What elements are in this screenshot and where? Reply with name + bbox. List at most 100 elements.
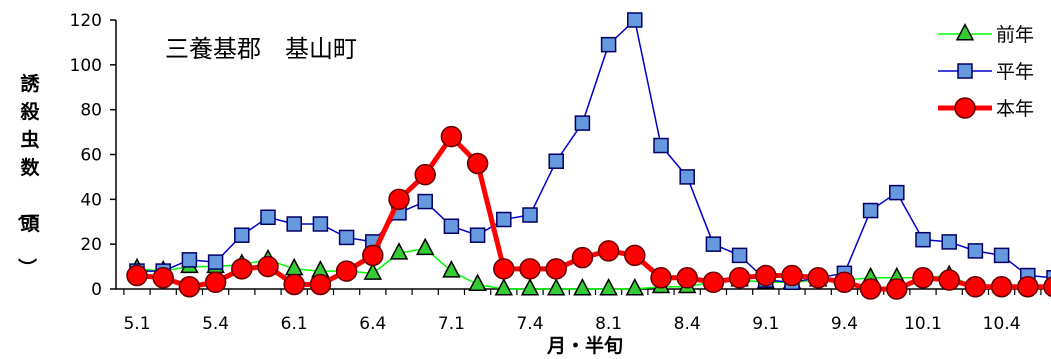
data-point [126, 264, 148, 287]
data-point [833, 271, 856, 294]
data-point [338, 229, 355, 246]
y-tick-label: 120 [70, 11, 102, 31]
data-point [755, 264, 777, 287]
legend-swatch-marker [957, 63, 973, 79]
data-point [862, 202, 879, 219]
legend-swatch-marker [954, 97, 976, 119]
x-tick-label: 6.4 [359, 314, 386, 334]
y-axis-title-char: ） [15, 258, 38, 277]
data-point [1017, 276, 1039, 298]
data-point [941, 234, 957, 250]
data-point [283, 273, 305, 296]
chart-title: 三養基郡 基山町 [165, 35, 357, 63]
data-point [312, 216, 329, 232]
data-point [152, 267, 174, 289]
data-point [599, 277, 618, 296]
data-point [650, 267, 672, 289]
y-tick-label: 80 [80, 101, 102, 121]
data-point [440, 125, 463, 148]
data-point [912, 267, 934, 289]
x-tick-label: 8.1 [595, 314, 622, 334]
y-axis-title-char: 虫 [20, 128, 39, 151]
data-point [414, 163, 436, 186]
axis-ticks: 0 20 40 60 80 100 120 5.1 5.4 6.1 6.4 7.1 7.4 8.1 8.4 9… [70, 11, 1042, 334]
data-point [231, 258, 253, 280]
y-tick-label: 0 [91, 280, 102, 300]
data-point [964, 276, 987, 298]
x-tick-label: 8.4 [674, 314, 701, 334]
data-point [260, 209, 276, 226]
data-point [494, 277, 514, 296]
data-point [653, 137, 669, 154]
series-layer [126, 12, 1051, 300]
data-point [990, 276, 1013, 298]
legend-item: 前年 [938, 22, 1034, 46]
data-point [257, 255, 279, 278]
data-point [728, 267, 751, 289]
data-point [522, 207, 538, 223]
data-point [493, 258, 515, 280]
series-3 [126, 125, 1051, 300]
legend-label: 本年 [996, 98, 1034, 120]
data-point [600, 36, 617, 53]
data-point [181, 252, 198, 268]
data-point [545, 258, 567, 280]
data-point [807, 267, 829, 289]
data-point [496, 211, 512, 228]
data-point [546, 277, 566, 296]
data-point [624, 244, 646, 267]
x-tick-label: 10.1 [904, 314, 942, 334]
data-point [597, 240, 620, 262]
data-point [389, 242, 409, 260]
x-tick-label: 6.1 [281, 314, 308, 334]
y-tick-label: 40 [80, 190, 102, 210]
legend-label: 平年 [996, 61, 1034, 83]
legend-item: 本年 [938, 97, 1034, 120]
y-axis-title-char: （ [15, 202, 38, 221]
y-axis-title-char: 殺 [19, 100, 40, 123]
data-point [1043, 276, 1051, 298]
x-axis-title: 月・半旬 [546, 334, 623, 357]
legend-item: 平年 [938, 61, 1034, 83]
data-point [178, 276, 201, 298]
data-point [915, 231, 931, 248]
data-point [625, 277, 645, 296]
data-point [335, 260, 358, 282]
x-tick-label: 9.4 [831, 314, 858, 334]
data-point [571, 246, 594, 269]
y-tick-label: 60 [80, 146, 102, 166]
data-point [993, 247, 1010, 264]
data-point [702, 271, 725, 294]
data-point [362, 244, 384, 267]
x-tick-label: 5.1 [123, 314, 150, 334]
y-axis-title-char: 数 [20, 156, 40, 179]
data-point [967, 243, 984, 259]
x-tick-label: 7.4 [516, 314, 543, 334]
y-tick-label: 100 [70, 56, 102, 76]
data-point [573, 277, 592, 296]
x-tick-label: 7.1 [438, 314, 465, 334]
data-point [781, 264, 803, 287]
x-tick-label: 9.1 [752, 314, 779, 334]
data-point [207, 254, 224, 270]
data-point [417, 193, 433, 210]
data-point [886, 278, 908, 300]
data-point [309, 273, 332, 296]
data-point [938, 269, 960, 291]
y-axis-title-char: 誘 [20, 72, 40, 95]
data-point [442, 260, 461, 278]
data-point [676, 267, 698, 289]
data-point [469, 227, 486, 243]
data-point [889, 184, 905, 201]
data-point [519, 258, 541, 280]
data-point [286, 216, 302, 232]
y-axis-title: 誘殺虫数 （頭 ） [15, 72, 40, 277]
legend-swatch-marker [955, 22, 975, 41]
data-point [234, 227, 250, 243]
x-tick-label: 5.4 [202, 314, 229, 334]
data-point [548, 153, 564, 169]
data-point [204, 271, 227, 294]
data-point [363, 262, 383, 280]
